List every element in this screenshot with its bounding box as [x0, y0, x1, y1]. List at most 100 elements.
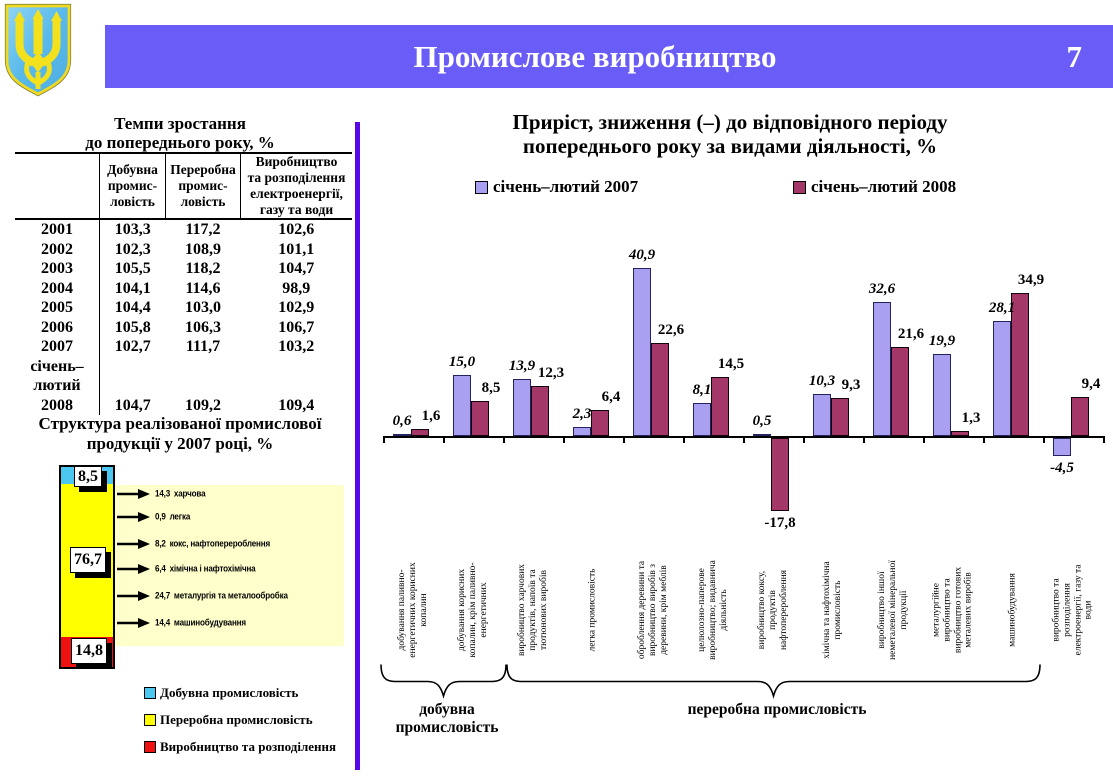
table-row: 2007 102,7 111,7 103,2	[15, 337, 352, 357]
legend-label: Переробна промисловість	[160, 712, 313, 727]
tryzub	[14, 9, 62, 89]
category-label: добування корисних копалин, крім паливно…	[456, 562, 489, 658]
bar-2007	[513, 379, 531, 436]
cell-value: 105,8	[114, 318, 151, 336]
bar-2008	[831, 397, 849, 436]
callout-label: 6,4 хімічна і нафтохімічна	[155, 563, 256, 575]
bar-2007	[693, 402, 711, 436]
cell-value: 105,5	[114, 260, 151, 277]
category-label: хімічна та нафтохімічна промисловість	[822, 561, 843, 659]
x-axis	[383, 436, 1104, 438]
group-label: переробна промисловість	[687, 701, 867, 718]
structure-legend-item: Виробництво та розподілення	[144, 739, 336, 755]
structure-chart-title: Структура реалізованої промислової проду…	[38, 414, 322, 453]
value-label: 19,9	[928, 333, 956, 350]
table-row: 2006 105,8 106,3 106,7	[15, 317, 352, 337]
row-year: 2007	[15, 337, 100, 357]
category-label: добування паливно- енергетичних корисних…	[396, 562, 429, 658]
row-year: січень– лютий 2008	[15, 356, 100, 415]
chart-legend-item: січень–лютий 2008	[793, 177, 956, 197]
cell-value: 106,3	[185, 318, 221, 336]
cell-value: 109,2	[185, 396, 221, 414]
cell-value: 108,9	[185, 240, 221, 258]
table-row: 2004 104,1 114,6 98,9	[15, 278, 352, 298]
value-label: 22,6	[657, 322, 685, 339]
bar-2008	[531, 385, 549, 436]
legend-swatch	[475, 180, 488, 194]
vertical-divider	[355, 122, 360, 770]
cell-value: 104,4	[114, 299, 151, 316]
bar-2007	[993, 320, 1011, 436]
growth-table-body: 2001 103,3 117,2 102,6 2002 102,3 108,9 101,1 20…	[15, 219, 352, 415]
bar-2007	[453, 374, 471, 436]
category-label: виробництво та розподілення електроенерг…	[1051, 564, 1094, 656]
title-banner: Промислове виробництво 7	[105, 25, 1113, 88]
structure-legend-item: Переробна промисловість	[144, 712, 313, 728]
value-label: 1,6	[421, 408, 441, 425]
table-row: 2003 105,5 118,2 104,7	[15, 259, 352, 279]
bar-2007	[813, 393, 831, 436]
category-label: машинобудування	[1007, 573, 1018, 647]
value-label: 2,3	[572, 405, 592, 422]
callout-label: 14,4 машинобудування	[155, 617, 246, 629]
category-label: легка промисловість	[587, 568, 598, 652]
callout-arrows	[117, 489, 150, 628]
ukraine-coat-of-arms	[4, 3, 72, 97]
legend-swatch	[793, 180, 806, 194]
segment-value-box: 14,8	[71, 638, 107, 664]
bar-2008	[1071, 397, 1089, 436]
legend-label: січень–лютий 2007	[493, 177, 639, 196]
bar-2008	[411, 429, 429, 436]
category-label: целюлозно-паперове виробництво; видавнич…	[696, 560, 729, 660]
legend-swatch	[144, 741, 156, 753]
row-year: 2005	[15, 298, 100, 318]
row-year: 2006	[15, 317, 100, 337]
value-label: 0,5	[752, 412, 772, 429]
bar-2008	[1011, 292, 1029, 436]
cell-value: 104,1	[114, 279, 151, 297]
bar-2008	[471, 401, 489, 436]
growth-table: Добувна промис- ловість Переробна промис-…	[15, 152, 352, 415]
value-label: 0,6	[392, 412, 412, 429]
group-label: добувна промисловість	[395, 701, 499, 736]
value-label: 1,3	[961, 409, 981, 426]
bar-2007	[633, 268, 651, 436]
value-label: 12,3	[537, 364, 565, 381]
growth-table-header: Добувна промис- ловість Переробна промис-…	[15, 152, 352, 220]
cell-value: 98,9	[282, 279, 311, 297]
value-label: 15,0	[448, 353, 476, 370]
cell-value: 102,7	[114, 338, 151, 355]
column-header: Добувна промис- ловість	[99, 152, 166, 220]
legend-label: січень–лютий 2008	[811, 177, 957, 196]
value-label: 8,1	[692, 381, 712, 398]
corner-cell	[15, 152, 100, 220]
legend-swatch	[144, 714, 156, 726]
bar-2007	[573, 426, 591, 436]
legend-label: Виробництво та розподілення	[160, 739, 337, 754]
cell-value: 102,6	[278, 221, 315, 238]
cell-value: 106,7	[278, 318, 315, 336]
cell-value: 103,3	[114, 221, 151, 238]
column-header: Виробництво та розподілення електроенерг…	[240, 152, 352, 220]
legend-swatch	[144, 687, 156, 699]
bar-2008	[711, 376, 729, 436]
bar-2007	[873, 302, 891, 436]
main-chart-title: Приріст, зниження (–) до відповідного пе…	[512, 110, 948, 158]
bar-2008	[591, 409, 609, 436]
cell-value: 104,7	[114, 396, 151, 414]
column-header: Переробна промис- ловість	[165, 152, 241, 220]
cell-value: 111,7	[185, 338, 221, 355]
bar-2008	[651, 343, 669, 436]
table-row: січень– лютий 2008 104,7 109,2 109,4	[15, 356, 352, 415]
value-label: 34,9	[1017, 271, 1045, 288]
cell-value: 102,9	[278, 299, 315, 316]
cell-value: 101,1	[278, 240, 315, 258]
bar-2007	[933, 354, 951, 436]
callout-label: 24,7 металургія та металообробка	[155, 590, 288, 602]
growth-table-title: Темпи зростання до попереднього року, %	[85, 114, 275, 152]
slide-number: 7	[1066, 38, 1083, 74]
legend-label: Добувна промисловість	[160, 685, 299, 700]
page-title: Промислове виробництво	[413, 38, 777, 74]
value-label: 8,5	[481, 380, 501, 397]
